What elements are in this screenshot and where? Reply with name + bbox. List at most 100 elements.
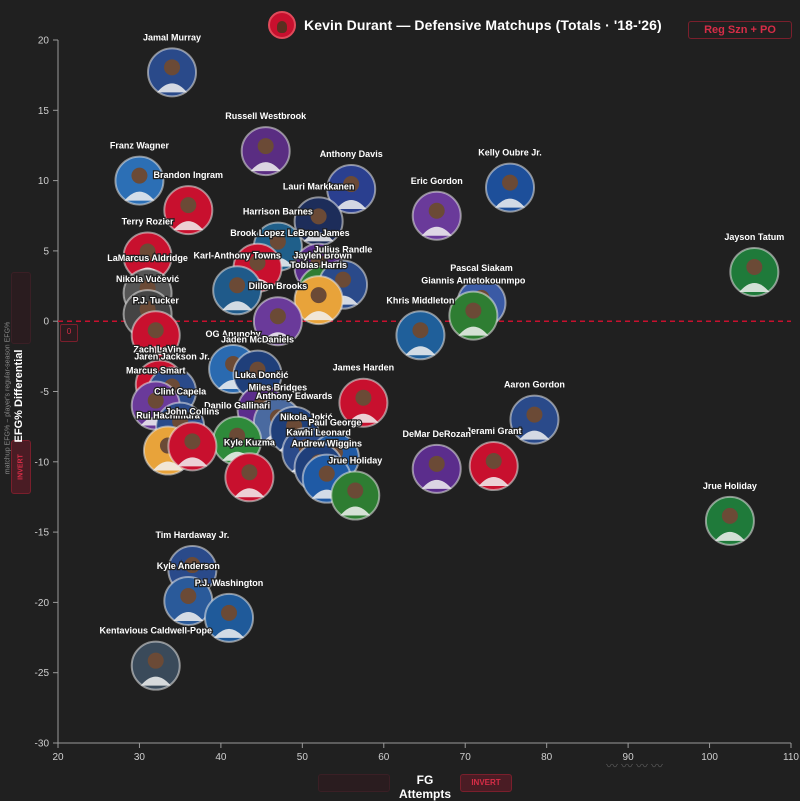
avatar-jersey-icon [336,200,367,210]
player-name-label: Eric Gordon [411,176,463,186]
avatar-jersey-icon [173,221,204,231]
y-tick-label: 15 [38,106,50,117]
avatar-head-icon [229,427,246,444]
player-name-label: LeBron James [288,228,350,238]
y-tick-label: 20 [38,36,50,47]
player-name-label: Jrue Holiday [328,456,382,466]
player-name-label: Nikola Jokić [280,412,333,422]
player-name-label: Anthony Davis [320,149,383,159]
player-name-label: Rui Hachimura [136,411,201,421]
player-name-label: Kyle Kuzma [224,437,276,447]
data-point: Kentavious Caldwell-Pope [98,624,213,691]
x-axis-option-button[interactable] [318,774,390,792]
avatar-jersey-icon [222,301,253,311]
y-invert-button[interactable]: INVERT [11,440,31,494]
x-tick-label: 80 [541,752,553,763]
player-name-label: Clint Capela [154,387,207,397]
data-point: Jamal Murray [142,31,202,98]
data-point: Tobias Harris [289,259,348,326]
y-tick-label: -25 [35,668,50,679]
data-point: P.J. Washington [194,577,265,643]
player-name-label: Aaron Gordon [504,380,565,390]
avatar-jersey-icon [348,413,379,423]
y-axis-option-button[interactable] [11,272,31,344]
player-name-label: Harrison Barnes [243,207,313,217]
y-tick-label: 5 [43,246,49,257]
data-point: Jayson Tatum [723,231,786,297]
player-name-label: Russell Westbrook [225,111,307,121]
player-name-label: Tim Hardaway Jr. [155,530,229,540]
x-tick-label: 60 [378,752,390,763]
player-name-label: Tobias Harris [290,260,347,270]
player-name-label: Marcus Smart [126,366,186,376]
data-point: Kelly Oubre Jr. [477,146,543,213]
avatar-head-icon [249,254,266,271]
avatar-jersey-icon [739,282,770,292]
avatar-jersey-icon [234,488,265,498]
data-point: Anthony Davis [318,148,384,215]
player-name-label: Kelly Oubre Jr. [478,148,542,158]
avatar-jersey-icon [714,531,745,541]
avatar-head-icon [269,233,286,250]
x-tick-label: 70 [460,752,472,763]
avatar-jersey-icon [519,430,550,440]
player-name-label: Zach LaVine [133,344,186,354]
avatar-head-icon [310,208,327,225]
zero-line-tag: 0 [60,324,78,342]
player-name-label: Julius Randle [314,245,373,255]
x-invert-button[interactable]: INVERT [460,774,512,792]
avatar-jersey-icon [157,83,188,93]
avatar-head-icon [147,392,164,409]
avatar-head-icon [428,455,445,472]
player-name-label: Jamal Murray [143,32,201,42]
avatar-head-icon [139,243,156,260]
data-point: Eric Gordon [409,175,464,241]
player-name-label: OG Anunoby [206,329,261,339]
player-name-label: P.J. Tucker [133,295,180,305]
chart-header: Kevin Durant — Defensive Matchups (Total… [268,10,662,40]
avatar-jersey-icon [421,226,452,236]
avatar-head-icon [502,174,519,191]
avatar-head-icon [147,322,164,339]
avatar-jersey-icon [340,506,371,516]
player-name-label: Anthony Edwards [256,391,333,401]
player-name-label: Jaden McDaniels [221,335,294,345]
data-point: Kyle Anderson [155,560,221,626]
data-point: Julius Randle [313,243,374,310]
data-point: P.J. Tucker [130,294,181,361]
player-name-label: Kawhi Leonard [286,427,351,437]
avatar-jersey-icon [478,477,509,487]
avatar-head-icon [269,308,286,325]
avatar-head-icon [147,652,164,669]
avatar-jersey-icon [405,346,436,356]
avatar-head-icon [241,464,258,481]
avatar-head-icon [412,322,429,339]
player-name-label: LaMarcus Aldridge [107,253,188,263]
player-name-label: Khris Middleton [386,295,454,305]
avatar-head-icon [355,389,372,406]
avatar-jersey-icon [303,311,334,321]
x-tick-label: 30 [134,752,146,763]
player-name-label: Miles Bridges [249,382,308,392]
player-name-label: Jerami Grant [466,426,522,436]
data-point: Brandon Ingram [152,169,224,236]
avatar-head-icon [721,507,738,524]
avatar-head-icon [184,557,201,574]
data-point: Jrue Holiday [327,454,384,521]
player-logo-icon [268,11,296,39]
avatar-jersey-icon [421,479,452,489]
avatar-head-icon [347,482,364,499]
data-point: DeMar DeRozan [401,428,472,494]
player-name-label: Terry Rozier [122,217,174,227]
data-point: Aaron Gordon [503,378,566,445]
x-tick-label: 90 [623,752,635,763]
season-toggle-button[interactable]: Reg Szn + PO [688,21,792,39]
player-name-label: James Harden [333,363,395,373]
x-tick-label: 110 [783,752,799,763]
data-point: Karl-Anthony Towns [192,249,282,316]
x-tick-label: 20 [52,752,64,763]
x-tick-label: 50 [297,752,309,763]
avatar-jersey-icon [124,191,155,201]
player-name-label: Franz Wagner [110,141,170,151]
